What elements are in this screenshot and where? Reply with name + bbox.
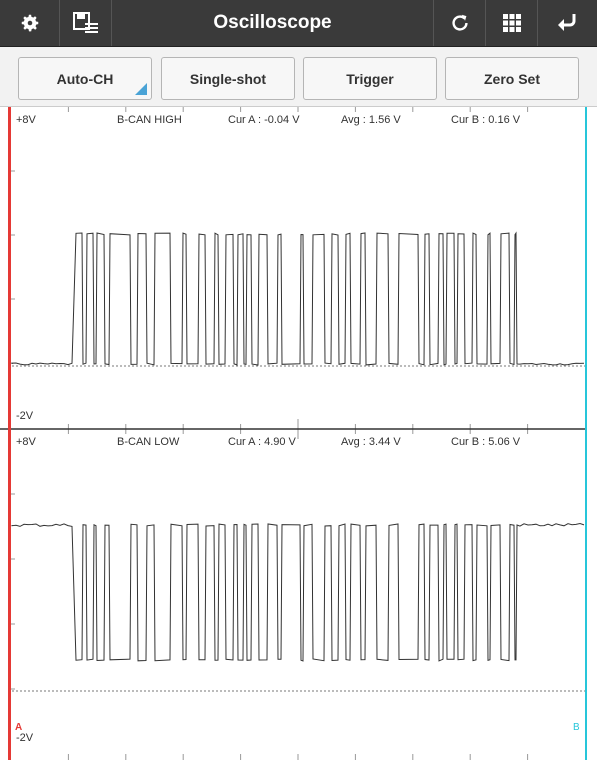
dropdown-corner-icon — [135, 83, 147, 95]
ch1-cur-a: Cur A : -0.04 V — [228, 114, 300, 126]
trace-can-low — [11, 522, 585, 662]
single-shot-button[interactable]: Single-shot — [161, 57, 295, 100]
ch1-top-scale: +8V — [16, 114, 36, 126]
settings-button[interactable] — [0, 0, 60, 46]
ch2-cur-a: Cur A : 4.90 V — [228, 436, 296, 448]
ch1-name: B-CAN HIGH — [117, 114, 182, 126]
ch2-bottom-scale: -2V — [16, 732, 34, 744]
return-icon — [557, 14, 575, 31]
ch2-top-scale: +8V — [16, 436, 36, 448]
ch2-name: B-CAN LOW — [117, 436, 180, 448]
ch1-bottom-scale: -2V — [16, 410, 34, 422]
trigger-button[interactable]: Trigger — [303, 57, 437, 100]
scope-display[interactable]: +8V B-CAN HIGH Cur A : -0.04 V Avg : 1.5… — [0, 107, 597, 760]
action-toolbar: Auto-CH Single-shot Trigger Zero Set — [0, 47, 597, 107]
gear-icon — [21, 14, 38, 32]
graticule-ticks — [11, 107, 529, 760]
grid-button[interactable] — [486, 0, 538, 46]
ch2-cur-b: Cur B : 5.06 V — [451, 436, 521, 448]
auto-ch-label: Auto-CH — [56, 70, 114, 87]
cursor-b-line[interactable] — [585, 107, 587, 760]
cursor-b-label: B — [573, 722, 580, 733]
trace-can-high — [11, 231, 585, 366]
zero-set-button[interactable]: Zero Set — [445, 57, 579, 100]
cursor-a-line[interactable] — [8, 107, 11, 760]
ch2-avg: Avg : 3.44 V — [341, 436, 401, 448]
grid-icon — [502, 14, 521, 32]
app-title: Oscilloscope — [112, 0, 434, 46]
save-button[interactable] — [60, 0, 112, 46]
ch1-avg: Avg : 1.56 V — [341, 114, 401, 126]
refresh-button[interactable] — [434, 0, 486, 46]
cursor-a-label: A — [15, 722, 23, 733]
ch1-cur-b: Cur B : 0.16 V — [451, 114, 521, 126]
back-button[interactable] — [538, 0, 597, 46]
refresh-icon — [451, 14, 468, 31]
auto-ch-button[interactable]: Auto-CH — [18, 57, 152, 100]
save-list-icon — [72, 12, 98, 33]
title-bar: Oscilloscope — [0, 0, 597, 47]
